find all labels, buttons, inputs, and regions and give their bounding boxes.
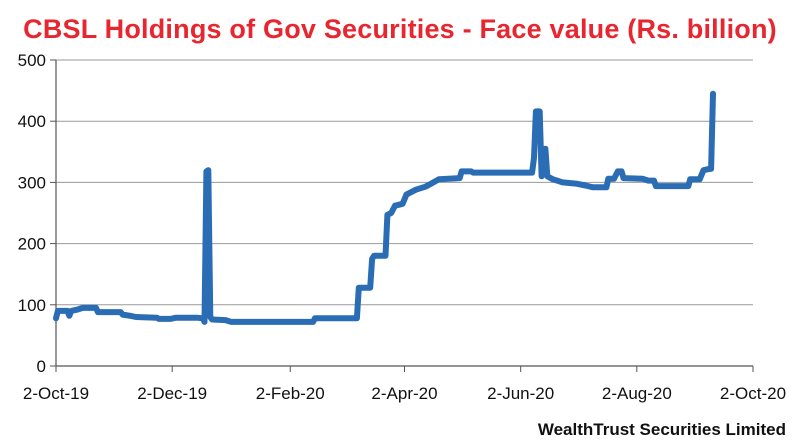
source-credit: WealthTrust Securities Limited [537,420,786,439]
x-tick-label: 2-Aug-20 [602,384,672,403]
y-tick-label: 400 [18,112,46,131]
x-tick-label: 2-Apr-20 [371,384,437,403]
x-tick-label: 2-Oct-19 [23,384,89,403]
y-tick-label: 100 [18,296,46,315]
series-line [53,90,716,325]
x-tick-label: 2-Jun-20 [487,384,554,403]
x-tick-label: 2-Dec-19 [137,384,207,403]
y-tick-labels: 0 100 200 300 400 500 [18,51,46,376]
x-tick-label: 2-Feb-20 [256,384,325,403]
y-tick-label: 300 [18,173,46,192]
y-tick-label: 200 [18,235,46,254]
gridlines [56,59,753,306]
y-tick-label: 0 [37,357,46,376]
x-tick-label: 2-Oct-20 [720,384,786,403]
x-tick-labels: 2-Oct-19 2-Dec-19 2-Feb-20 2-Apr-20 2-Jun-20… [23,384,786,403]
axes [50,59,754,372]
chart-title: CBSL Holdings of Gov Securities - Face v… [23,14,777,44]
series-layer [53,90,716,325]
y-tick-label: 500 [18,51,46,70]
